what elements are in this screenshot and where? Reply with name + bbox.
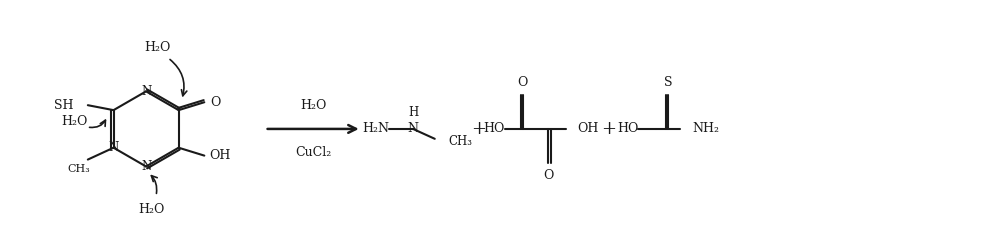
- Text: N: N: [408, 122, 419, 135]
- Text: OH: OH: [577, 122, 598, 135]
- Text: +: +: [601, 120, 616, 138]
- Text: H₂O: H₂O: [138, 203, 164, 216]
- Text: CuCl₂: CuCl₂: [295, 146, 331, 159]
- Text: H: H: [408, 106, 418, 119]
- Text: N: N: [108, 141, 119, 154]
- Text: O: O: [210, 96, 220, 109]
- Text: CH₃: CH₃: [68, 164, 90, 174]
- Text: N: N: [141, 160, 151, 173]
- Text: O: O: [518, 76, 528, 89]
- Text: S: S: [664, 76, 672, 89]
- Text: N: N: [141, 85, 151, 98]
- Text: O: O: [543, 169, 554, 182]
- Text: H₂O: H₂O: [300, 99, 326, 112]
- Text: H₂O: H₂O: [62, 114, 88, 128]
- Text: CH₃: CH₃: [449, 135, 473, 148]
- Text: +: +: [471, 120, 486, 138]
- Text: SH: SH: [54, 99, 74, 112]
- Text: OH: OH: [209, 149, 231, 162]
- Text: HO: HO: [484, 122, 505, 135]
- Text: H₂N: H₂N: [362, 122, 389, 135]
- Text: HO: HO: [617, 122, 638, 135]
- Text: NH₂: NH₂: [693, 122, 720, 135]
- Text: H₂O: H₂O: [145, 41, 171, 54]
